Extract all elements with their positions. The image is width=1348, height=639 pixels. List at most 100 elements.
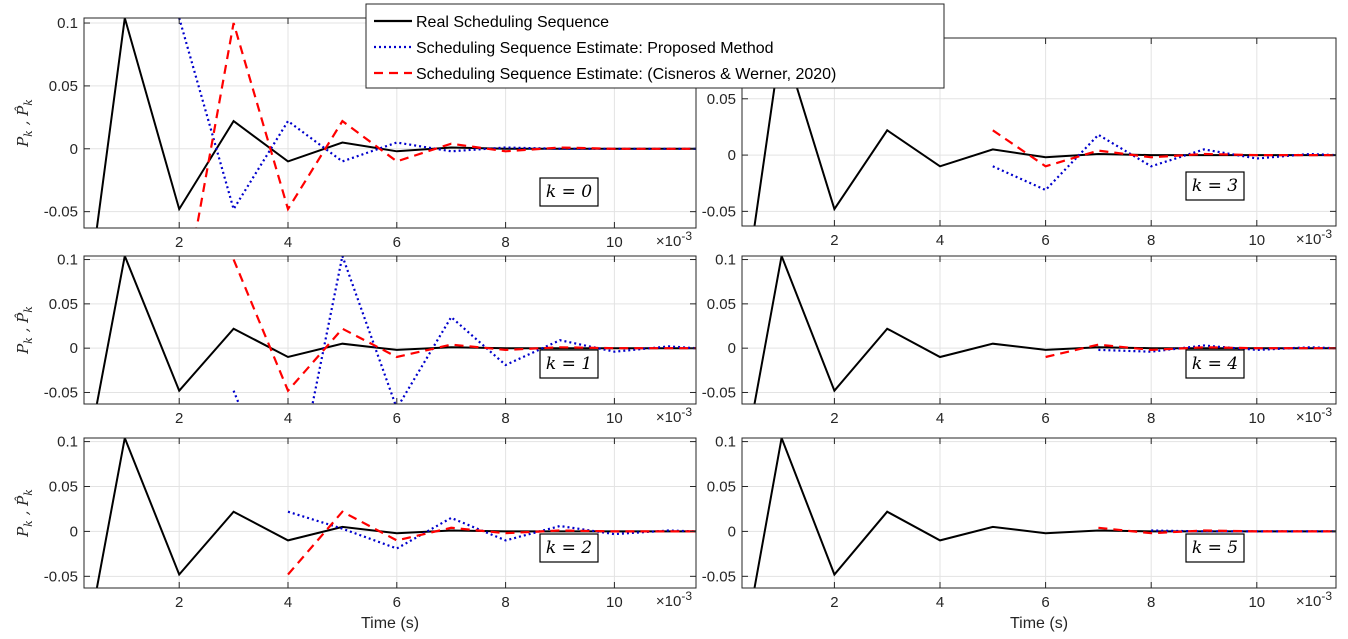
legend-box [365, 3, 945, 89]
legend: Real Scheduling Sequence Scheduling Seque… [365, 3, 945, 89]
x-tick-label: 8 [501, 594, 509, 611]
y-tick-label: 0.05 [707, 296, 736, 313]
y-tick-label: 0 [70, 141, 78, 158]
series-line-2 [992, 129, 1336, 168]
x-tick-label: 6 [1041, 410, 1049, 427]
x-tick-label: 6 [393, 410, 401, 427]
k-label: k = 0 [546, 182, 592, 202]
x-tick-label: 10 [606, 410, 623, 427]
y-tick-label: 0.1 [57, 434, 78, 451]
x-tick-label: 2 [830, 594, 838, 611]
plot-area [742, 256, 1336, 404]
k-label: k = 3 [1192, 176, 1238, 196]
series-group [95, 438, 696, 588]
x-tick-label: 8 [501, 410, 509, 427]
x-exponent-label: ×10-3 [1296, 227, 1332, 248]
x-tick-label: 8 [1147, 594, 1155, 611]
legend-label-1: Scheduling Sequence Estimate: Proposed M… [416, 40, 774, 57]
plot-area [84, 256, 696, 404]
k-label-box [1185, 533, 1245, 563]
k-label-box [539, 533, 599, 563]
x-tick-label: 10 [606, 594, 623, 611]
y-tick-label: 0.05 [49, 78, 78, 95]
y-tick-label: 0 [728, 340, 736, 357]
series-line-2 [232, 259, 696, 393]
legend-label-0: Real Scheduling Sequence [416, 14, 609, 31]
y-tick-label: -0.05 [44, 204, 78, 221]
plot-area [84, 438, 696, 588]
x-tick-label: 6 [1041, 594, 1049, 611]
y-tick-label: -0.05 [702, 568, 736, 585]
x-tick-label: 4 [284, 234, 292, 251]
y-tick-label: 0.05 [49, 479, 78, 496]
y-axis-label: Pk , P̂k [14, 489, 35, 538]
x-exponent-label: ×10-3 [656, 589, 692, 610]
x-tick-label: 6 [393, 594, 401, 611]
series-group [753, 256, 1336, 404]
y-tick-label: 0.1 [715, 252, 736, 269]
k-label-box [539, 177, 599, 207]
plot-area [742, 438, 1336, 588]
x-tick-label: 10 [1248, 410, 1265, 427]
y-tick-label: -0.05 [702, 203, 736, 220]
x-exponent-label: ×10-3 [1296, 589, 1332, 610]
k-label: k = 4 [1192, 354, 1238, 374]
axes-frame [83, 437, 697, 589]
series-line-2 [287, 510, 696, 576]
y-tick-label: 0 [728, 523, 736, 540]
y-tick-label: -0.05 [44, 384, 78, 401]
series-line-1 [992, 133, 1336, 192]
panel-2: 2 4 6 8 10 -0.05 0 0.05 0.1 ×10-3 Time (s) Pk , P̂k… [14, 434, 697, 632]
x-tick-label: 10 [606, 234, 623, 251]
x-tick-label: 8 [501, 234, 509, 251]
axes-frame [83, 255, 697, 405]
x-tick-label: 4 [284, 410, 292, 427]
panel-1: 2 4 6 8 10 -0.05 0 0.05 0.1 ×10-3 Pk , P̂k k = 1 [14, 252, 697, 427]
x-axis-label: Time (s) [1010, 615, 1068, 632]
x-tick-label: 6 [393, 234, 401, 251]
x-tick-label: 2 [830, 232, 838, 249]
x-exponent-label: ×10-3 [656, 229, 692, 250]
x-tick-label: 2 [175, 594, 183, 611]
x-tick-label: 4 [936, 594, 944, 611]
k-label-box [1185, 171, 1245, 201]
y-tick-label: 0 [70, 340, 78, 357]
y-axis-label: Pk , P̂k [14, 306, 35, 355]
legend-label-2: Scheduling Sequence Estimate: (Cisneros … [416, 66, 836, 83]
y-tick-label: 0.1 [57, 15, 78, 32]
y-tick-label: 0.05 [49, 296, 78, 313]
k-label: k = 2 [546, 538, 592, 558]
x-axis-label: Time (s) [361, 615, 419, 632]
axes-frame [741, 437, 1337, 589]
series-group [95, 18, 696, 228]
y-tick-label: 0.05 [707, 91, 736, 108]
series-group [95, 256, 696, 404]
x-tick-label: 10 [1248, 232, 1265, 249]
x-tick-label: 4 [936, 232, 944, 249]
x-tick-label: 2 [175, 234, 183, 251]
series-line-2 [195, 22, 696, 228]
y-tick-label: 0.1 [57, 252, 78, 269]
x-tick-label: 10 [1248, 594, 1265, 611]
series-group [753, 38, 1336, 226]
k-label: k = 1 [546, 354, 592, 374]
k-label: k = 5 [1192, 538, 1238, 558]
y-tick-label: 0.1 [715, 434, 736, 451]
axes-frame [741, 37, 1337, 227]
x-tick-label: 8 [1147, 232, 1155, 249]
x-tick-label: 2 [830, 410, 838, 427]
k-label-box [539, 349, 599, 379]
x-tick-label: 4 [936, 410, 944, 427]
panel-4: 2 4 6 8 10 -0.05 0 0.05 0.1 ×10-3 k = 4 [702, 252, 1337, 427]
y-tick-label: -0.05 [44, 568, 78, 585]
series-line-1 [287, 510, 696, 550]
y-tick-label: 0 [70, 523, 78, 540]
panel-5: 2 4 6 8 10 -0.05 0 0.05 0.1 ×10-3 Time (s) k = 5 [702, 434, 1337, 632]
y-tick-label: 0.05 [707, 479, 736, 496]
y-tick-label: -0.05 [702, 384, 736, 401]
x-tick-label: 8 [1147, 410, 1155, 427]
y-axis-label: Pk , P̂k [14, 99, 35, 148]
x-tick-label: 6 [1041, 232, 1049, 249]
x-tick-label: 4 [284, 594, 292, 611]
